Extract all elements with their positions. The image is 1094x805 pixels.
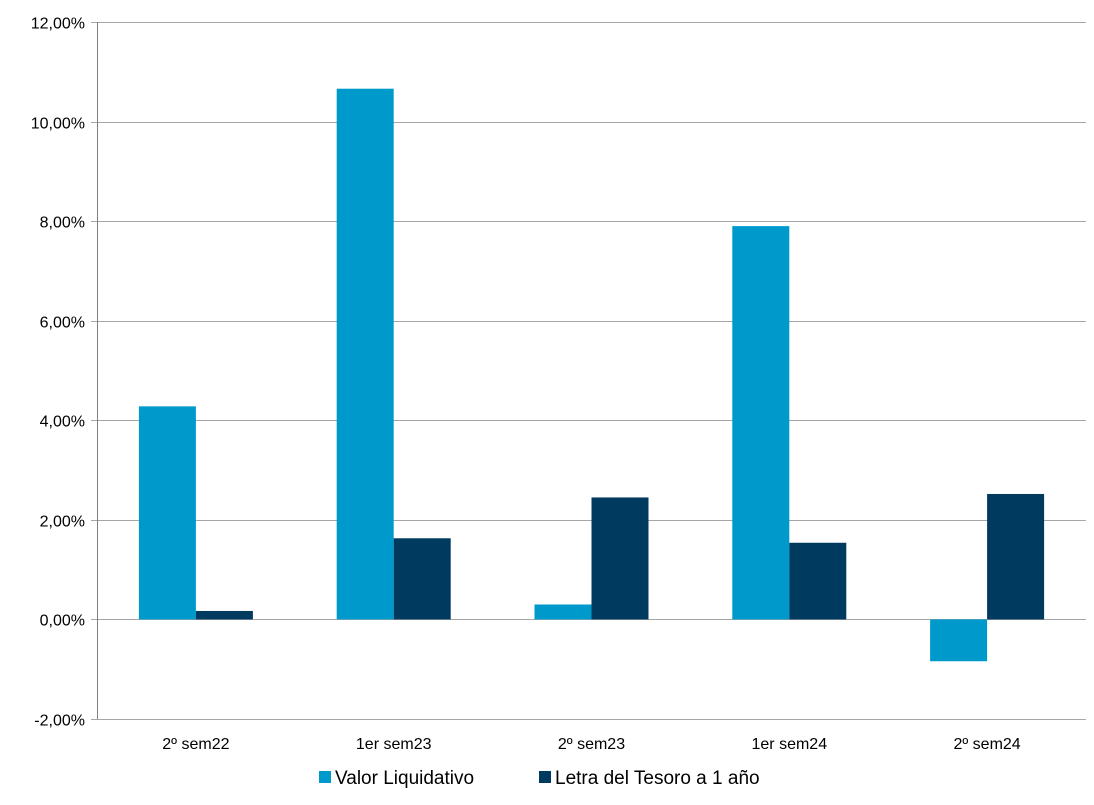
bar-letra-del-tesoro: [789, 542, 847, 620]
bars: [138, 88, 1045, 662]
legend-item-valor-liquidativo: Valor Liquidativo: [319, 768, 474, 789]
bar-letra-del-tesoro: [591, 497, 649, 620]
y-axis-tick-labels: -2,00% 0,00% 2,00% 4,00% 6,00% 8,00% 10,00% 12,…: [31, 16, 85, 730]
y-tick-label: -2,00%: [34, 713, 85, 730]
y-tick-label: 4,00%: [40, 414, 85, 431]
bar-letra-del-tesoro: [195, 610, 253, 620]
gridlines: [91, 22, 1086, 720]
x-axis-category-labels: 2º sem22 1er sem23 2º sem23 1er sem24 2º sem…: [162, 736, 1021, 753]
x-category-label: 1er sem24: [752, 736, 828, 753]
bar-valor-liquidativo: [732, 226, 790, 620]
x-category-label: 2º sem23: [558, 736, 625, 753]
y-tick-label: 0,00%: [40, 613, 85, 630]
legend-item-letra-del-tesoro: Letra del Tesoro a 1 año: [539, 768, 760, 789]
y-tick-label: 10,00%: [31, 116, 85, 133]
x-category-label: 2º sem24: [953, 736, 1020, 753]
y-tick-label: 12,00%: [31, 16, 85, 33]
bar-valor-liquidativo: [534, 604, 592, 620]
y-tick-label: 6,00%: [40, 315, 85, 332]
x-category-label: 1er sem23: [356, 736, 432, 753]
legend-swatch: [539, 771, 551, 783]
bar-valor-liquidativo: [138, 406, 196, 620]
x-category-label: 2º sem22: [162, 736, 229, 753]
legend-swatch: [319, 771, 331, 783]
y-tick-label: 8,00%: [40, 215, 85, 232]
y-tick-label: 2,00%: [40, 514, 85, 531]
legend: Valor Liquidativo Letra del Tesoro a 1 añ…: [319, 768, 760, 789]
legend-label: Valor Liquidativo: [335, 768, 474, 789]
legend-label: Letra del Tesoro a 1 año: [555, 768, 760, 789]
bar-letra-del-tesoro: [987, 493, 1045, 620]
bar-valor-liquidativo: [930, 619, 988, 662]
bar-valor-liquidativo: [336, 88, 394, 620]
bar-letra-del-tesoro: [393, 538, 451, 620]
